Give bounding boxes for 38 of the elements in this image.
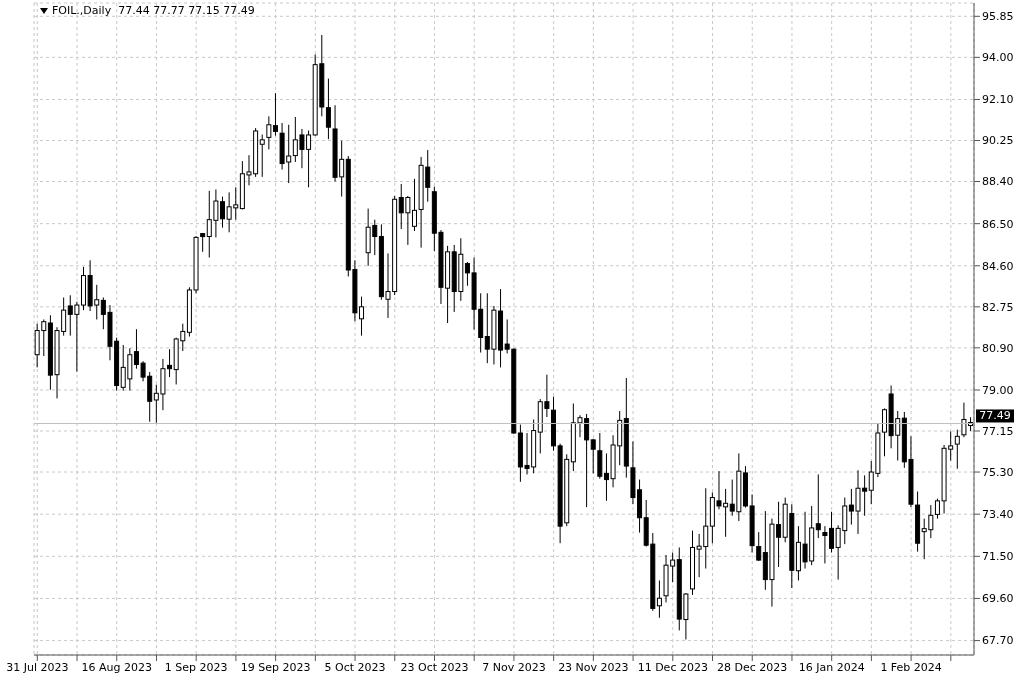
candlestick xyxy=(756,531,762,562)
x-tick-label: 31 Jul 2023 xyxy=(6,660,69,674)
y-tick-label: 71.50 xyxy=(982,550,1014,564)
y-tick-label: 79.00 xyxy=(982,383,1014,397)
x-tick-label: 1 Feb 2024 xyxy=(880,660,942,674)
y-tick-label: 90.25 xyxy=(982,134,1014,148)
x-tick-label: 7 Nov 2023 xyxy=(482,660,546,674)
x-tick-label: 5 Oct 2023 xyxy=(324,660,386,674)
y-tick-label: 88.40 xyxy=(982,175,1014,189)
y-tick-label: 73.40 xyxy=(982,508,1014,522)
y-tick-label: 77.15 xyxy=(982,424,1014,438)
y-tick-label: 75.30 xyxy=(982,465,1014,479)
y-tick-label: 69.60 xyxy=(982,592,1014,606)
x-tick-label: 19 Sep 2023 xyxy=(240,660,311,674)
candlestick xyxy=(325,78,331,140)
x-tick-label: 16 Aug 2023 xyxy=(81,660,152,674)
y-tick-label: 67.70 xyxy=(982,634,1014,648)
chart-title: FOIL.,Daily 77.44 77.77 77.15 77.49 xyxy=(52,4,255,17)
y-tick-label: 95.85 xyxy=(982,10,1014,24)
x-tick-label: 11 Dec 2023 xyxy=(637,660,708,674)
candlestick xyxy=(656,579,662,619)
candlestick xyxy=(590,438,596,474)
x-tick-label: 28 Dec 2023 xyxy=(717,660,788,674)
candlestick xyxy=(200,232,206,253)
y-tick-label: 82.75 xyxy=(982,300,1014,314)
ref-line-label: 77.49 xyxy=(979,409,1011,423)
x-tick-label: 1 Sep 2023 xyxy=(164,660,228,674)
x-tick-label: 16 Jan 2024 xyxy=(798,660,865,674)
x-tick-label: 23 Nov 2023 xyxy=(558,660,629,674)
candlestick xyxy=(815,473,821,539)
y-tick-label: 84.60 xyxy=(982,259,1014,273)
y-tick-label: 92.10 xyxy=(982,93,1014,107)
candlestick xyxy=(954,429,960,470)
y-tick-label: 80.90 xyxy=(982,341,1014,355)
y-tick-label: 94.00 xyxy=(982,51,1014,65)
x-tick-label: 23 Oct 2023 xyxy=(400,660,469,674)
y-tick-label: 86.50 xyxy=(982,217,1014,231)
candlestick xyxy=(259,134,265,178)
